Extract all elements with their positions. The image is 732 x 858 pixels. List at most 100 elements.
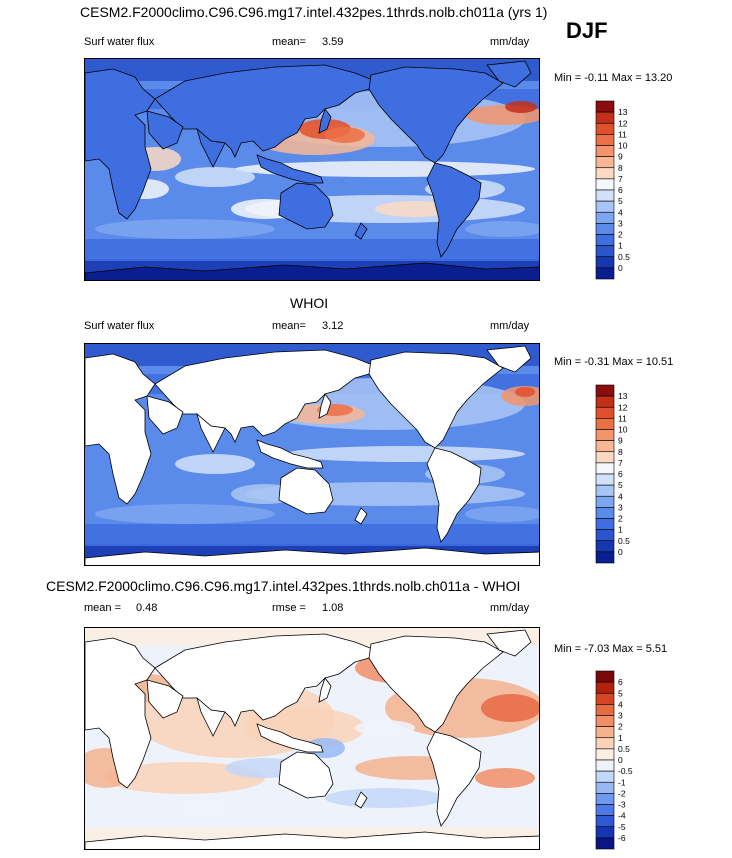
colorbar-tick-label: -1 <box>618 777 626 787</box>
panel2-units: mm/day <box>490 320 530 332</box>
colorbar-box <box>595 815 615 828</box>
field-contour <box>515 387 535 397</box>
colorbar-box <box>595 267 615 280</box>
coastline-australia <box>278 751 334 799</box>
coastline-namerica <box>368 66 504 164</box>
panel2-field-label: Surf water flux <box>84 320 155 332</box>
coastline-greenland <box>486 345 532 373</box>
colorbar-tick-label: 12 <box>618 402 628 412</box>
colorbar-box <box>595 451 615 464</box>
coastline-arabia <box>146 679 184 719</box>
colorbar-box <box>595 507 615 519</box>
colorbar-tick-label: 0 <box>618 263 623 273</box>
colorbar-tick-label: 3 <box>618 711 623 721</box>
colorbar-tick-label: 6 <box>618 185 623 195</box>
field-contour <box>305 738 345 758</box>
panel1-map <box>84 58 540 281</box>
coastline-greenland <box>486 60 532 88</box>
colorbar-box <box>595 156 615 169</box>
panel2-mean-value: 3.12 <box>322 320 344 332</box>
latitude-band <box>85 239 539 261</box>
colorbar-box <box>595 406 615 419</box>
field-contour <box>475 768 535 788</box>
colorbar-box <box>595 223 615 235</box>
colorbar-tick-label: -0.5 <box>618 766 633 776</box>
colorbar-tick-label: 4 <box>618 491 623 501</box>
colorbar-tick-label: 6 <box>618 677 623 687</box>
colorbar-tick-label: 10 <box>618 425 628 435</box>
colorbar-tick-label: -6 <box>618 833 626 843</box>
colorbar-tick-label: 0.5 <box>618 744 630 754</box>
coastline-australia <box>278 182 334 230</box>
colorbar-box <box>595 189 615 202</box>
coastline-antarctica <box>85 547 539 565</box>
field-contour <box>325 127 365 143</box>
colorbar-tick-label: 0 <box>618 755 623 765</box>
colorbar-tick-label: 8 <box>618 447 623 457</box>
latitude-band <box>85 524 539 546</box>
colorbar-box <box>595 395 615 408</box>
field-contour <box>105 762 265 794</box>
colorbar-tick-label: 1 <box>618 241 623 251</box>
colorbar-tick-label: -3 <box>618 800 626 810</box>
colorbar-box <box>595 715 615 727</box>
colorbar-tick-label: 0 <box>618 547 623 557</box>
colorbar-box <box>595 418 615 430</box>
colorbar-tick-label: 4 <box>618 699 623 709</box>
coastline-namerica <box>368 635 504 733</box>
colorbar-box <box>595 256 615 269</box>
map-canvas <box>85 59 539 280</box>
field-contour <box>375 201 455 217</box>
panel2-colorbar: 13 12 11 10 9 8 7 6 5 4 3 2 1 0.5 0 <box>595 384 630 564</box>
colorbar-box <box>595 122 615 135</box>
panel3-rmse-label: rmse = <box>272 602 306 614</box>
panel1-mean-label: mean= <box>272 36 306 48</box>
colorbar-box <box>595 518 615 530</box>
coastline-japan <box>318 108 332 134</box>
colorbar-box <box>595 495 615 508</box>
field-contour <box>175 167 255 187</box>
coastline-antarctica <box>85 262 539 280</box>
field-contour <box>355 720 415 736</box>
colorbar-box <box>595 837 615 850</box>
colorbar-box <box>595 178 615 191</box>
field-contour <box>95 219 275 239</box>
coastline-samerica <box>426 162 482 258</box>
colorbar-tick-label: 4 <box>618 207 623 217</box>
coastline-arabia <box>146 395 184 435</box>
colorbar-box <box>595 134 615 146</box>
colorbar-box <box>595 670 615 683</box>
season-label: DJF <box>566 18 608 43</box>
colorbar-tick-label: 9 <box>618 152 623 162</box>
colorbar-tick-label: 2 <box>618 722 623 732</box>
field-contour <box>175 454 255 474</box>
coastline-japan <box>318 677 332 703</box>
colorbar-tick-label: 3 <box>618 502 623 512</box>
colorbar-box <box>595 440 615 453</box>
colorbar-tick-label: 12 <box>618 118 628 128</box>
coastline-seasia <box>256 439 324 469</box>
panel3-mean-label: mean = <box>84 602 121 614</box>
colorbar-box <box>595 681 615 694</box>
field-contour <box>165 800 245 816</box>
colorbar-box <box>595 781 615 794</box>
panel3-map <box>84 627 540 850</box>
colorbar-tick-label: 3 <box>618 218 623 228</box>
panel1-minmax: Min = -0.11 Max = 13.20 <box>554 72 673 84</box>
panel2-mean-label: mean= <box>272 320 306 332</box>
colorbar-box <box>595 726 615 739</box>
colorbar-box <box>595 540 615 553</box>
colorbar-box <box>595 551 615 564</box>
colorbar-box <box>595 473 615 486</box>
field-contour <box>285 446 525 462</box>
colorbar-box <box>595 100 615 113</box>
field-contour <box>325 788 445 808</box>
colorbar-box <box>595 692 615 705</box>
coastline-japan <box>318 393 332 419</box>
coastline-arabia <box>146 110 184 150</box>
colorbar-tick-label: 9 <box>618 436 623 446</box>
field-contour <box>505 101 537 113</box>
colorbar-tick-label: 2 <box>618 514 623 524</box>
coastline-antarctica <box>85 831 539 849</box>
